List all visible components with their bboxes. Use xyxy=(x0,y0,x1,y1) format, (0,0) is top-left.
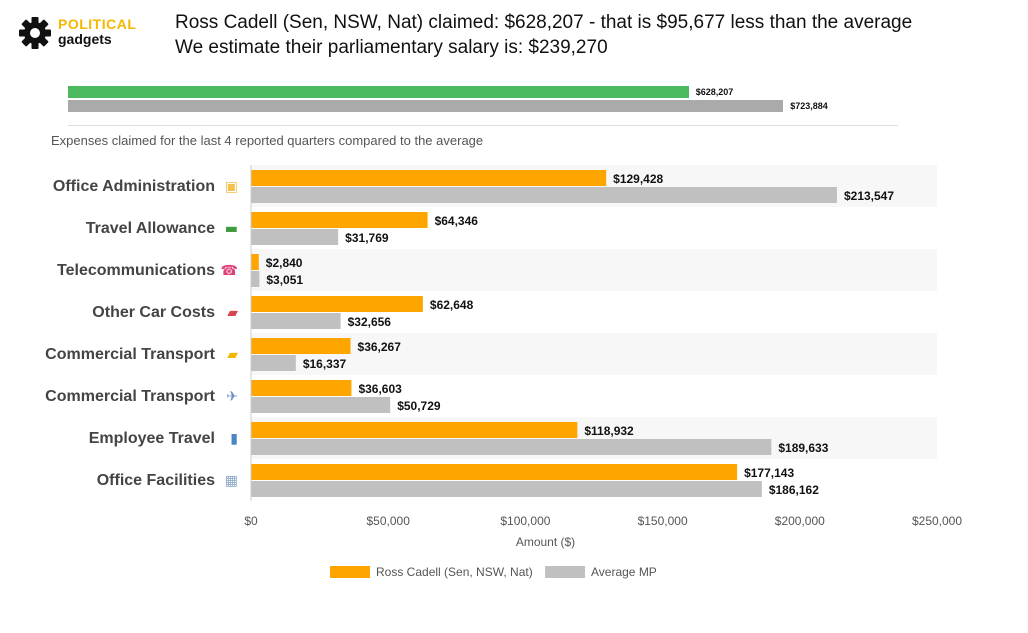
category-label: Commercial Transport xyxy=(45,346,216,363)
folder-icon: ▣ xyxy=(225,179,238,195)
bar-member xyxy=(251,254,259,270)
data-label: $189,633 xyxy=(778,441,828,455)
bar-member xyxy=(251,212,428,228)
legend-label-average: Average MP xyxy=(591,565,657,579)
bar-member xyxy=(251,422,578,438)
data-label: $64,346 xyxy=(435,214,479,228)
category-label: Telecommunications xyxy=(57,262,215,279)
data-label: $118,932 xyxy=(584,424,634,438)
bar-average xyxy=(251,313,341,329)
bar-member xyxy=(251,464,738,480)
money-icon: ▬ xyxy=(225,221,238,237)
headline-claim: Ross Cadell (Sen, NSW, Nat) claimed: $62… xyxy=(175,12,913,33)
x-tick-label: $100,000 xyxy=(500,514,550,528)
political-gadgets-logo[interactable]: POLITICAL gadgets xyxy=(18,16,158,52)
x-tick-label: $150,000 xyxy=(638,514,688,528)
category-label: Commercial Transport xyxy=(45,388,216,405)
page-headline: Ross Cadell (Sen, NSW, Nat) claimed: $62… xyxy=(175,10,912,60)
bar-average xyxy=(251,397,391,413)
logo-text-gadgets: gadgets xyxy=(58,31,112,47)
category-label: Travel Allowance xyxy=(86,220,215,237)
data-label: $2,840 xyxy=(266,256,303,270)
bar-average xyxy=(251,271,260,287)
bar-average xyxy=(251,187,837,203)
expenses-bar-chart: $129,428 $213,547 ▣ Office Administration $6… xyxy=(45,165,962,579)
data-label: $177,143 xyxy=(744,466,794,480)
category-label: Office Administration xyxy=(53,178,215,195)
data-label: $213,547 xyxy=(844,189,894,203)
data-label: $36,267 xyxy=(358,340,402,354)
x-tick-label: $200,000 xyxy=(775,514,825,528)
bar-member xyxy=(251,296,423,312)
category-band xyxy=(251,249,937,291)
data-label: $3,051 xyxy=(266,273,303,287)
data-label: $36,603 xyxy=(358,382,402,396)
data-label: $129,428 xyxy=(613,172,663,186)
bar-member xyxy=(251,380,352,396)
summary-label-average: $723,884 xyxy=(790,101,828,111)
x-tick-label: $50,000 xyxy=(367,514,411,528)
luggage-icon: ▮ xyxy=(230,431,238,447)
data-label: $62,648 xyxy=(430,298,474,312)
legend-swatch-member xyxy=(330,566,370,578)
data-label: $16,337 xyxy=(303,357,347,371)
bar-member xyxy=(251,170,607,186)
building-icon: ▦ xyxy=(225,473,238,489)
gear-icon xyxy=(19,17,51,49)
x-axis-title: Amount ($) xyxy=(516,535,575,549)
data-label: $32,656 xyxy=(348,315,392,329)
taxi-icon: ▰ xyxy=(227,347,238,363)
category-label: Employee Travel xyxy=(89,430,215,447)
data-label: $50,729 xyxy=(397,399,441,413)
summary-bar-average xyxy=(68,100,784,112)
phone-icon: ☎ xyxy=(221,263,238,279)
bar-average xyxy=(251,229,339,245)
data-label: $31,769 xyxy=(345,231,389,245)
headline-salary: We estimate their parliamentary salary i… xyxy=(175,37,608,58)
bar-average xyxy=(251,481,762,497)
category-band xyxy=(251,333,937,375)
bar-average xyxy=(251,439,772,455)
bar-average xyxy=(251,355,296,371)
bar-member xyxy=(251,338,351,354)
logo-text-political: POLITICAL xyxy=(58,16,137,32)
summary-total-chart: $628,207 $723,884 xyxy=(68,82,898,126)
legend-swatch-average xyxy=(545,566,585,578)
data-label: $186,162 xyxy=(769,483,819,497)
chart-subtitle: Expenses claimed for the last 4 reported… xyxy=(51,133,484,148)
x-tick-label: $250,000 xyxy=(912,514,962,528)
summary-bar-member xyxy=(68,86,689,98)
category-label: Other Car Costs xyxy=(92,304,215,321)
airplane-icon: ✈ xyxy=(226,389,238,405)
category-label: Office Facilities xyxy=(97,472,215,489)
x-tick-label: $0 xyxy=(244,514,258,528)
legend-label-member: Ross Cadell (Sen, NSW, Nat) xyxy=(376,565,533,579)
summary-label-member: $628,207 xyxy=(695,87,734,97)
car-icon: ▰ xyxy=(227,305,238,321)
